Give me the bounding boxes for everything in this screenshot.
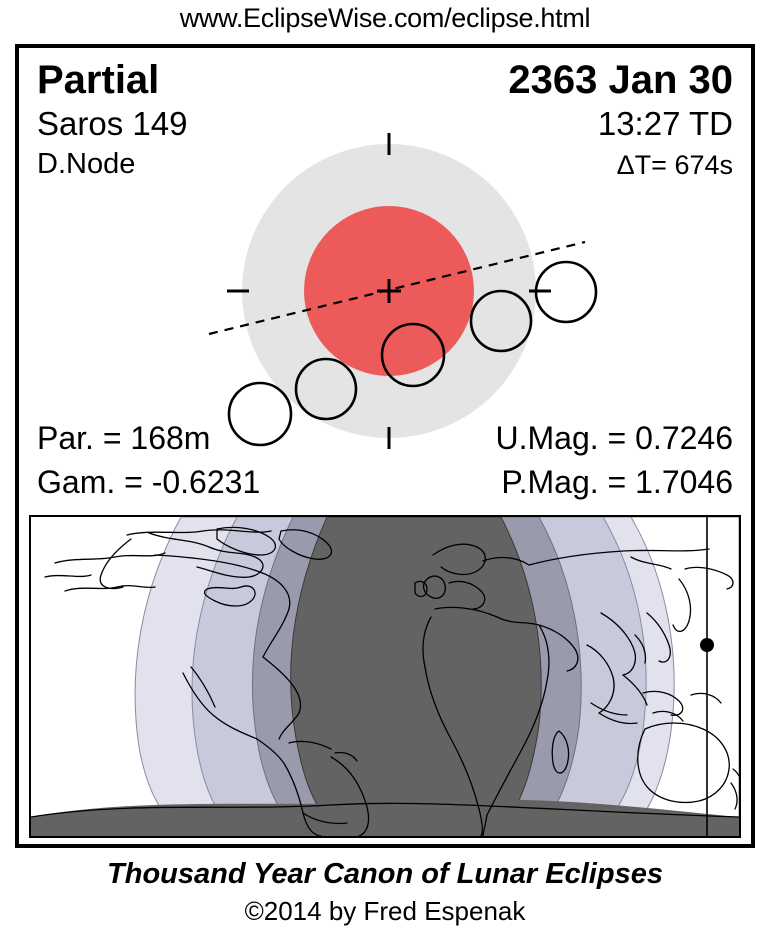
eclipse-date-label: 2363 Jan 30 (508, 58, 733, 102)
penumbral-mag-stat: P.Mag. = 1.7046 (501, 464, 733, 500)
gamma-stat: Gam. = -0.6231 (37, 464, 261, 500)
coastlines (31, 526, 739, 836)
canon-title: Thousand Year Canon of Lunar Eclipses (107, 858, 663, 890)
eclipse-panel: Partial Saros 149 D.Node 2363 Jan 30 13:… (15, 44, 755, 848)
umbral-mag-stat: U.Mag. = 0.7246 (495, 420, 733, 456)
sublunar-point-marker (700, 638, 714, 652)
zone-total (290, 517, 542, 836)
eclipse-time-label: 13:27 TD (597, 105, 733, 142)
eclipse-type-label: Partial (37, 58, 160, 102)
moon-position-p1 (227, 381, 293, 447)
delta-t-label: ΔT= 674s (616, 150, 733, 180)
moon-position-p4 (534, 260, 598, 324)
copyright-line: ©2014 by Fred Espenak (244, 896, 526, 926)
moon-position-u1 (294, 357, 358, 421)
map-canvas (31, 517, 739, 836)
parallax-stat: Par. = 168m (37, 420, 211, 456)
shadow-geometry-diagram (208, 133, 598, 449)
node-label: D.Node (37, 148, 136, 180)
moon-position-greatest (380, 322, 446, 388)
source-url: www.EclipseWise.com/eclipse.html (179, 3, 591, 33)
saros-label: Saros 149 (37, 105, 188, 142)
world-visibility-map (29, 515, 741, 838)
moon-position-u4 (469, 289, 533, 353)
antarctic-band (31, 799, 739, 836)
moon-path-dashed-line (208, 240, 586, 336)
